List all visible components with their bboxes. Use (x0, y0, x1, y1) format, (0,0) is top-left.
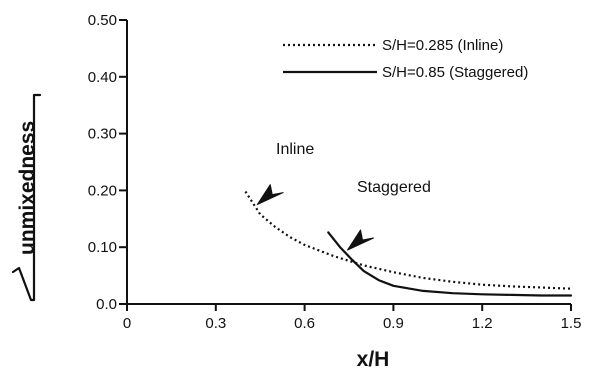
y-tick-label: 0.40 (88, 69, 117, 86)
x-tick-label: 0.6 (294, 315, 315, 332)
y-axis-label: unmixedness (16, 121, 39, 255)
y-tick-label: 0.30 (88, 126, 117, 143)
series-line-1 (244, 190, 572, 290)
annotations: Inline Staggered (256, 141, 431, 251)
series-line-2 (327, 231, 573, 297)
x-tick-label: 0.9 (383, 315, 404, 332)
x-tick-label: 1.5 (561, 315, 582, 332)
legend-label-2: S/H=0.85 (Staggered) (382, 64, 528, 81)
series-lines (244, 190, 573, 297)
axes (126, 20, 571, 305)
y-tick-label: 0.50 (88, 12, 117, 29)
x-tick-label: 1.2 (472, 315, 493, 332)
annotation-arrow-icon (256, 184, 284, 206)
radical-sign-icon (11, 93, 42, 302)
x-tick-label: 0 (123, 315, 131, 332)
legend: S/H=0.285 (Inline) S/H=0.85 (Staggered) (283, 37, 528, 81)
annotation-arrow-icon (347, 229, 375, 251)
x-tick-label: 0.3 (205, 315, 226, 332)
y-tick-label: 0.20 (88, 182, 117, 199)
annotation-label-2: Staggered (357, 179, 431, 196)
legend-label-1: S/H=0.285 (Inline) (382, 37, 503, 54)
y-tick-label: 0.10 (88, 239, 117, 256)
y-tick-label: 0.0 (96, 296, 117, 313)
x-axis-label: x/H (357, 348, 390, 371)
ticks: 0.0 0.10 0.20 0.30 0.40 0.50 0 0.3 0.6 0.9 1.2 1.5 (88, 12, 582, 332)
y-axis-label-group: unmixedness (11, 93, 42, 302)
annotation-label-1: Inline (276, 141, 314, 158)
